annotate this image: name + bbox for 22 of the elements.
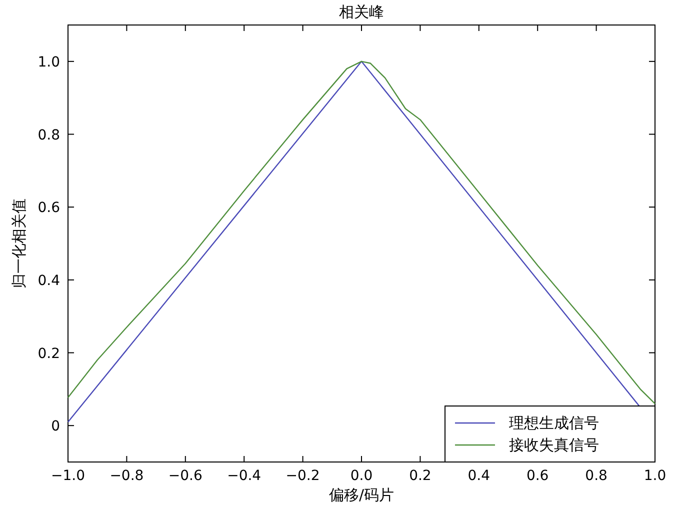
x-tick-label: 0.8 bbox=[585, 468, 608, 484]
y-tick-label: 0.8 bbox=[38, 127, 60, 144]
x-tick-label: 0.0 bbox=[350, 468, 373, 484]
legend-label: 理想生成信号 bbox=[509, 414, 599, 432]
y-axis-title: 归一化相关值 bbox=[10, 198, 28, 288]
x-tick-label: 0.6 bbox=[526, 468, 549, 484]
y-tick-label: 0.4 bbox=[38, 272, 60, 289]
x-tick-label: −0.8 bbox=[110, 468, 144, 484]
y-tick-label: 0 bbox=[51, 418, 60, 435]
x-tick-label: −0.2 bbox=[286, 468, 320, 484]
x-tick-label: −1.0 bbox=[51, 468, 85, 484]
y-tick-label: 0.2 bbox=[38, 346, 60, 362]
x-axis-title: 偏移/码片 bbox=[328, 486, 394, 504]
x-tick-label: 1.0 bbox=[644, 468, 666, 484]
legend-label: 接收失真信号 bbox=[509, 436, 599, 454]
chart-title: 相关峰 bbox=[339, 3, 384, 21]
x-tick-label: −0.4 bbox=[227, 468, 262, 484]
x-tick-label: 0.2 bbox=[409, 468, 432, 484]
x-tick-label: −0.6 bbox=[168, 468, 202, 484]
y-tick-label: 1.0 bbox=[38, 54, 60, 70]
y-tick-label: 0.6 bbox=[38, 200, 60, 216]
x-tick-label: 0.4 bbox=[468, 468, 490, 484]
